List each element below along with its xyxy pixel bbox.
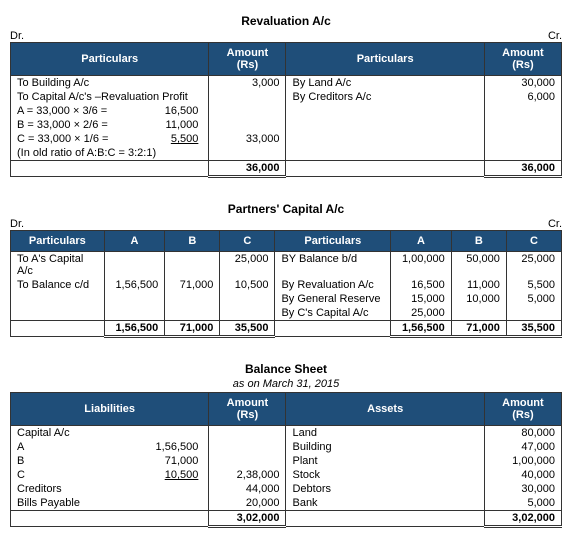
total-cell: 71,000	[451, 321, 506, 337]
header-liabilities: Liabilities	[11, 393, 209, 426]
header-particulars: Particulars	[11, 43, 209, 76]
cell: 30,000	[484, 76, 561, 91]
cell: 25,000	[506, 252, 561, 279]
cell: 11,000	[451, 278, 506, 292]
cell: BY Balance b/d	[275, 252, 391, 279]
header-particulars: Particulars	[11, 231, 105, 252]
cr-label: Cr.	[548, 218, 562, 230]
total-cell: 3,02,000	[484, 511, 561, 527]
cell: 5,500	[506, 278, 561, 292]
header-particulars: Particulars	[275, 231, 391, 252]
total-cell: 71,000	[165, 321, 220, 337]
header-a: A	[104, 231, 165, 252]
cell: Bills Payable	[11, 496, 209, 511]
cell: 25,000	[220, 252, 275, 279]
cell: By Land A/c	[286, 76, 484, 91]
cell: (In old ratio of A:B:C = 3:2:1)	[11, 146, 209, 161]
total-cell: 3,02,000	[209, 511, 286, 527]
cell: By Creditors A/c	[286, 90, 484, 104]
dr-label: Dr.	[10, 218, 24, 230]
cell: 33,000	[209, 132, 286, 146]
cell: Land	[286, 426, 484, 441]
cell: 15,000	[391, 292, 452, 306]
header-c: C	[220, 231, 275, 252]
cell: A = 33,000 × 3/6 =16,500	[11, 104, 209, 118]
cell: Bank	[286, 496, 484, 511]
cell: By C's Capital A/c	[275, 306, 391, 321]
header-assets: Assets	[286, 393, 484, 426]
cr-label: Cr.	[548, 30, 562, 42]
cell: B = 33,000 × 2/6 =11,000	[11, 118, 209, 132]
cell: 10,000	[451, 292, 506, 306]
cell: B71,000	[11, 454, 209, 468]
revaluation-title: Revaluation A/c	[10, 14, 562, 28]
cell: To A's Capital A/c	[11, 252, 105, 279]
cell: C10,500	[11, 468, 209, 482]
header-amount: Amount (Rs)	[209, 393, 286, 426]
cell: To Building A/c	[11, 76, 209, 91]
dr-label: Dr.	[10, 30, 24, 42]
cell: 40,000	[484, 468, 561, 482]
total-cell: 35,500	[506, 321, 561, 337]
header-amount: Amount (Rs)	[209, 43, 286, 76]
cell: 1,00,000	[391, 252, 452, 279]
header-particulars: Particulars	[286, 43, 484, 76]
cell: 2,38,000	[209, 468, 286, 482]
cell: 6,000	[484, 90, 561, 104]
cell: Debtors	[286, 482, 484, 496]
header-b: B	[165, 231, 220, 252]
cell: C = 33,000 × 1/6 =5,500	[11, 132, 209, 146]
cell: To Capital A/c's –Revaluation Profit	[11, 90, 209, 104]
cell: 3,000	[209, 76, 286, 91]
header-b: B	[451, 231, 506, 252]
cell: 80,000	[484, 426, 561, 441]
cell: Building	[286, 440, 484, 454]
cell: Plant	[286, 454, 484, 468]
cell: Stock	[286, 468, 484, 482]
total-cell: 36,000	[484, 161, 561, 177]
cell: Capital A/c	[11, 426, 209, 441]
header-amount: Amount (Rs)	[484, 393, 561, 426]
header-c: C	[506, 231, 561, 252]
cell: 5,000	[506, 292, 561, 306]
cell: Creditors	[11, 482, 209, 496]
balance-table: Liabilities Amount (Rs) Assets Amount (R…	[10, 392, 562, 528]
cell: By Revaluation A/c	[275, 278, 391, 292]
capital-table: Particulars A B C Particulars A B C To A…	[10, 230, 562, 338]
cell: 1,00,000	[484, 454, 561, 468]
cell: 44,000	[209, 482, 286, 496]
cell: 5,000	[484, 496, 561, 511]
cell: To Balance c/d	[11, 278, 105, 292]
total-cell: 35,500	[220, 321, 275, 337]
cell: 20,000	[209, 496, 286, 511]
cell: By General Reserve	[275, 292, 391, 306]
cell: 50,000	[451, 252, 506, 279]
cell: 47,000	[484, 440, 561, 454]
header-a: A	[391, 231, 452, 252]
balance-title: Balance Sheet	[10, 362, 562, 376]
cell: 16,500	[391, 278, 452, 292]
cell: 1,56,500	[104, 278, 165, 292]
balance-subtitle: as on March 31, 2015	[10, 378, 562, 390]
cell: 25,000	[391, 306, 452, 321]
cell: 30,000	[484, 482, 561, 496]
capital-title: Partners' Capital A/c	[10, 202, 562, 216]
cell: 71,000	[165, 278, 220, 292]
total-cell: 36,000	[209, 161, 286, 177]
header-amount: Amount (Rs)	[484, 43, 561, 76]
revaluation-table: Particulars Amount (Rs) Particulars Amou…	[10, 42, 562, 178]
total-cell: 1,56,500	[104, 321, 165, 337]
total-cell: 1,56,500	[391, 321, 452, 337]
cell: A1,56,500	[11, 440, 209, 454]
cell: 10,500	[220, 278, 275, 292]
